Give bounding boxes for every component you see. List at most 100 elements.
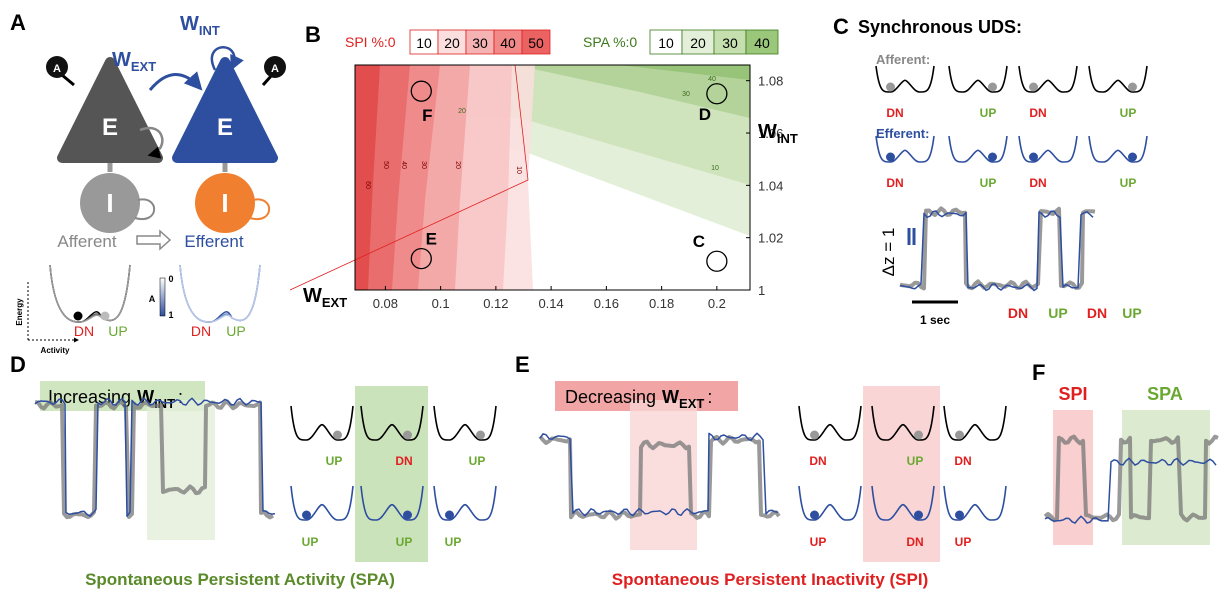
energy-well <box>433 485 497 521</box>
energy-well <box>948 135 1008 163</box>
contour-line <box>289 64 529 291</box>
energy-well <box>1088 135 1148 163</box>
state-ball <box>1128 152 1137 162</box>
state-ball <box>403 510 412 520</box>
x-tick-label: 0.16 <box>594 296 619 311</box>
state-label: UP <box>445 535 462 549</box>
panel-c: C Synchronous UDS: Afferent: Efferent: Δ… <box>833 14 1022 327</box>
highlight <box>355 386 428 562</box>
inhibitory-link <box>107 163 228 172</box>
state-ball <box>810 510 819 520</box>
state-label: DN <box>74 323 94 339</box>
energy-well <box>49 264 131 323</box>
time-label: 1 sec <box>920 313 950 327</box>
state-ball <box>1029 152 1038 162</box>
panel-title: Synchronous UDS: <box>858 17 1022 37</box>
x-tick-label: 0.12 <box>483 296 508 311</box>
x-tick-label: 0.14 <box>538 296 563 311</box>
inhibitory-node <box>195 173 255 233</box>
excitatory-node <box>172 57 278 163</box>
trace <box>1043 434 1219 523</box>
energy-well <box>49 264 131 323</box>
spi-label: SPI <box>1058 384 1087 404</box>
afferent-label: Afferent <box>57 232 117 251</box>
x-tick-label: 0.18 <box>649 296 674 311</box>
panel-label: D <box>10 352 26 377</box>
energy-well <box>290 405 354 441</box>
state-label: UP <box>1120 176 1137 190</box>
caption: Spontaneous Persistent Inactivity (SPI) <box>612 570 928 589</box>
state-label: UP <box>980 106 997 120</box>
panel-b: B <box>305 22 321 47</box>
legend-swatch <box>745 29 779 55</box>
contour-region <box>515 65 750 118</box>
state-label: DN <box>1029 176 1046 190</box>
inhibitory-node <box>80 173 140 233</box>
state-label: UP <box>1048 305 1067 321</box>
state-label: DN <box>191 323 211 339</box>
state-label: UP <box>108 323 127 339</box>
energy-well <box>49 264 131 323</box>
state-ball <box>403 430 412 440</box>
state-ball <box>445 510 454 520</box>
energy-well <box>1018 65 1078 93</box>
weight-label: WEXT <box>112 49 156 74</box>
point-label: C <box>693 232 705 251</box>
panel-label: B <box>305 22 321 47</box>
legend-level: 20 <box>444 35 460 51</box>
state-label: DN <box>954 454 971 468</box>
heading: Decreasing WEXT: <box>565 387 712 411</box>
point-marker <box>410 247 432 270</box>
contour-label: 10 <box>515 166 522 174</box>
point-marker <box>706 83 728 105</box>
legend-level: 30 <box>472 35 488 51</box>
panel-label: C <box>833 14 849 39</box>
state-label: UP <box>226 323 245 339</box>
y-tick-label: 1 <box>758 283 765 298</box>
panel-d: D Increasing WINT: Spontaneous Persistent… <box>10 352 428 589</box>
energy-well <box>871 485 935 521</box>
energy-well <box>290 485 354 521</box>
state-ball <box>988 82 997 92</box>
state-ball <box>302 510 311 520</box>
contour-label: 30 <box>682 91 690 98</box>
a-tick: 0 <box>168 274 173 284</box>
highlight <box>863 386 940 562</box>
axis-label: Activity <box>41 346 70 355</box>
legend-swatch <box>681 29 715 55</box>
contour-region <box>355 65 380 290</box>
energy-well <box>1088 65 1148 93</box>
point-label: E <box>426 230 437 249</box>
self-loop <box>139 126 164 159</box>
node-label: I <box>106 188 113 218</box>
state-label: DN <box>906 535 923 549</box>
state-ball <box>886 152 895 162</box>
panel-a: A <box>10 10 286 340</box>
energy-well <box>875 65 935 93</box>
x-tick-label: 0.08 <box>373 296 398 311</box>
state-ball <box>100 311 110 321</box>
energy-well <box>179 264 261 323</box>
trace <box>538 434 781 521</box>
node-label: E <box>217 114 233 141</box>
state-label: DN <box>886 176 903 190</box>
row-label: Afferent: <box>876 52 930 67</box>
panel-label: A <box>10 10 26 35</box>
energy-well <box>798 405 862 441</box>
energy-well <box>433 405 497 441</box>
energy-well <box>943 405 1007 441</box>
contour-label: 60 <box>364 181 371 189</box>
self-loop <box>210 46 244 71</box>
node-label: E <box>102 114 118 141</box>
state-ball <box>886 82 895 92</box>
w-main: W <box>112 49 131 71</box>
heading-text: Increasing <box>48 387 131 407</box>
legend-level: 40 <box>754 35 770 51</box>
panel-e: E Decreasing WEXT: Spontaneous Persistent… <box>515 352 940 589</box>
legend-level: 20 <box>690 35 706 51</box>
state-label: UP <box>980 176 997 190</box>
node-label: A <box>53 63 61 75</box>
trace <box>539 432 779 517</box>
state-label: UP <box>396 535 413 549</box>
